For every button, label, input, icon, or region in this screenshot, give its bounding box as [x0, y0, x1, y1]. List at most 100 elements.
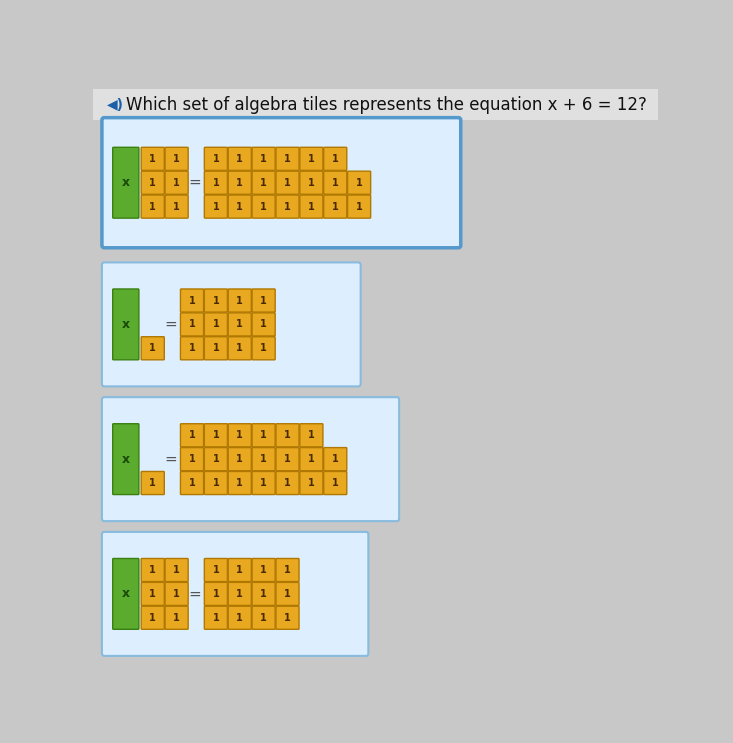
- Text: 1: 1: [236, 478, 243, 488]
- FancyBboxPatch shape: [276, 472, 299, 495]
- FancyBboxPatch shape: [165, 195, 188, 218]
- FancyBboxPatch shape: [102, 262, 361, 386]
- Text: 1: 1: [188, 319, 196, 329]
- Text: 1: 1: [284, 178, 291, 188]
- FancyBboxPatch shape: [228, 147, 251, 170]
- FancyBboxPatch shape: [228, 559, 251, 582]
- FancyBboxPatch shape: [165, 147, 188, 170]
- FancyBboxPatch shape: [228, 606, 251, 629]
- Text: 1: 1: [308, 178, 314, 188]
- FancyBboxPatch shape: [300, 147, 323, 170]
- Text: 1: 1: [308, 454, 314, 464]
- Text: 1: 1: [173, 178, 180, 188]
- Text: 1: 1: [150, 565, 156, 575]
- FancyBboxPatch shape: [324, 171, 347, 194]
- FancyBboxPatch shape: [205, 195, 227, 218]
- FancyBboxPatch shape: [165, 583, 188, 606]
- FancyBboxPatch shape: [252, 472, 275, 495]
- FancyBboxPatch shape: [228, 447, 251, 471]
- FancyBboxPatch shape: [94, 89, 658, 120]
- FancyBboxPatch shape: [276, 559, 299, 582]
- Text: 1: 1: [356, 178, 363, 188]
- Text: 1: 1: [284, 565, 291, 575]
- FancyBboxPatch shape: [141, 606, 164, 629]
- FancyBboxPatch shape: [180, 447, 204, 471]
- Text: 1: 1: [150, 201, 156, 212]
- Text: 1: 1: [236, 178, 243, 188]
- Text: 1: 1: [236, 430, 243, 441]
- Text: 1: 1: [308, 478, 314, 488]
- Text: 1: 1: [260, 296, 267, 305]
- FancyBboxPatch shape: [113, 424, 139, 495]
- FancyBboxPatch shape: [228, 171, 251, 194]
- Text: 1: 1: [150, 589, 156, 599]
- FancyBboxPatch shape: [165, 606, 188, 629]
- Text: =: =: [164, 452, 177, 467]
- Text: 1: 1: [260, 319, 267, 329]
- FancyBboxPatch shape: [324, 195, 347, 218]
- Text: 1: 1: [260, 430, 267, 441]
- Text: 1: 1: [213, 154, 219, 164]
- FancyBboxPatch shape: [252, 337, 275, 360]
- FancyBboxPatch shape: [141, 171, 164, 194]
- Text: 1: 1: [213, 178, 219, 188]
- FancyBboxPatch shape: [347, 171, 371, 194]
- FancyBboxPatch shape: [228, 472, 251, 495]
- Text: 1: 1: [188, 454, 196, 464]
- Text: 1: 1: [260, 454, 267, 464]
- Text: 1: 1: [150, 178, 156, 188]
- FancyBboxPatch shape: [141, 559, 164, 582]
- FancyBboxPatch shape: [205, 472, 227, 495]
- Text: 1: 1: [213, 343, 219, 353]
- Text: 1: 1: [236, 296, 243, 305]
- Text: 1: 1: [260, 478, 267, 488]
- Text: x: x: [122, 176, 130, 189]
- FancyBboxPatch shape: [228, 195, 251, 218]
- Text: 1: 1: [213, 201, 219, 212]
- Text: 1: 1: [260, 201, 267, 212]
- FancyBboxPatch shape: [180, 472, 204, 495]
- FancyBboxPatch shape: [252, 289, 275, 312]
- FancyBboxPatch shape: [205, 583, 227, 606]
- FancyBboxPatch shape: [141, 147, 164, 170]
- FancyBboxPatch shape: [252, 447, 275, 471]
- Text: Which set of algebra tiles represents the equation x + 6 = 12?: Which set of algebra tiles represents th…: [126, 96, 647, 114]
- FancyBboxPatch shape: [300, 447, 323, 471]
- FancyBboxPatch shape: [347, 195, 371, 218]
- Text: 1: 1: [236, 589, 243, 599]
- FancyBboxPatch shape: [180, 289, 204, 312]
- FancyBboxPatch shape: [276, 171, 299, 194]
- FancyBboxPatch shape: [276, 424, 299, 447]
- FancyBboxPatch shape: [324, 447, 347, 471]
- Text: =: =: [188, 586, 201, 601]
- Text: 1: 1: [213, 613, 219, 623]
- FancyBboxPatch shape: [228, 424, 251, 447]
- Text: 1: 1: [213, 319, 219, 329]
- FancyBboxPatch shape: [113, 147, 139, 218]
- FancyBboxPatch shape: [205, 424, 227, 447]
- FancyBboxPatch shape: [276, 583, 299, 606]
- Text: 1: 1: [332, 201, 339, 212]
- Text: 1: 1: [236, 613, 243, 623]
- Text: 1: 1: [308, 201, 314, 212]
- FancyBboxPatch shape: [205, 289, 227, 312]
- FancyBboxPatch shape: [165, 559, 188, 582]
- FancyBboxPatch shape: [141, 472, 164, 495]
- FancyBboxPatch shape: [228, 313, 251, 336]
- FancyBboxPatch shape: [180, 313, 204, 336]
- Text: 1: 1: [236, 201, 243, 212]
- FancyBboxPatch shape: [300, 424, 323, 447]
- FancyBboxPatch shape: [276, 147, 299, 170]
- FancyBboxPatch shape: [276, 447, 299, 471]
- Text: 1: 1: [188, 296, 196, 305]
- Text: 1: 1: [284, 613, 291, 623]
- FancyBboxPatch shape: [205, 171, 227, 194]
- FancyBboxPatch shape: [252, 424, 275, 447]
- FancyBboxPatch shape: [141, 195, 164, 218]
- Text: 1: 1: [213, 430, 219, 441]
- Text: 1: 1: [260, 589, 267, 599]
- Text: 1: 1: [236, 319, 243, 329]
- Text: 1: 1: [284, 430, 291, 441]
- FancyBboxPatch shape: [205, 337, 227, 360]
- Text: 1: 1: [213, 478, 219, 488]
